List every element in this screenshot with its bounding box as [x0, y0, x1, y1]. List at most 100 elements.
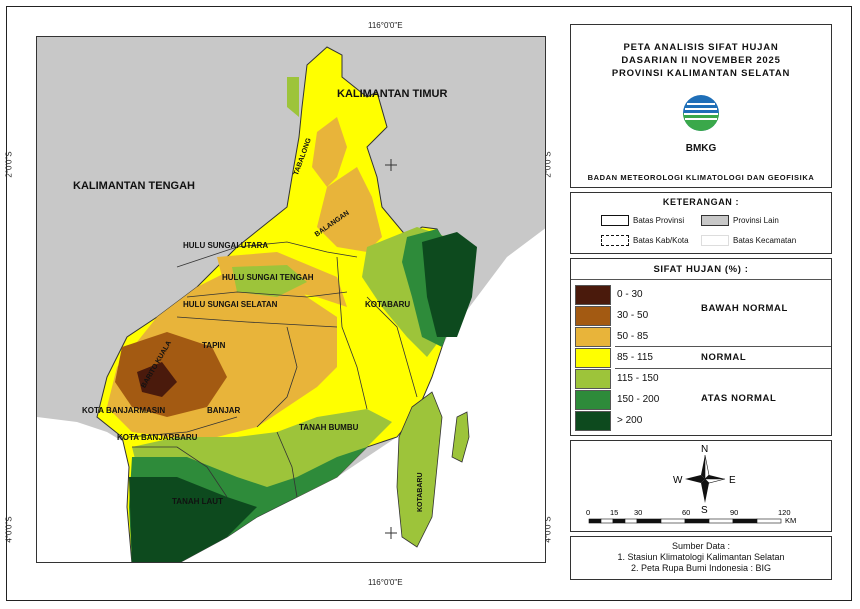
- class-swatch-3: [575, 348, 611, 368]
- scale-segment: [708, 518, 734, 524]
- batas-kec-label: Batas Kecamatan: [733, 236, 797, 245]
- zone-tabalong-orange: [312, 117, 347, 187]
- source-line1: 1. Stasiun Klimatologi Kalimantan Selata…: [617, 552, 785, 562]
- title-panel: PETA ANALISIS SIFAT HUJAN DASARIAN II NO…: [570, 24, 832, 188]
- map-svg: KALIMANTAN TIMUR KALIMANTAN TENGAH TABAL…: [37, 46, 545, 562]
- scale-tick-label: 30: [634, 508, 642, 517]
- zone-barito-darkbrown: [137, 362, 177, 397]
- category-normal: NORMAL: [701, 352, 747, 363]
- scale-segment: [588, 518, 602, 524]
- batas-kab-label: Batas Kab/Kota: [633, 236, 689, 245]
- agency-name: BADAN METEOROLOGI KLIMATOLOGI DAN GEOFIS…: [587, 173, 815, 182]
- compass-w: W: [673, 475, 683, 486]
- source-heading: Sumber Data :: [671, 541, 731, 551]
- scale-segment: [636, 518, 662, 524]
- label-hulu-sungai-tengah: HULU SUNGAI TENGAH: [222, 273, 314, 282]
- class-swatch-1: [575, 306, 611, 326]
- class-label-6: > 200: [617, 415, 643, 426]
- label-tapin: TAPIN: [202, 341, 226, 350]
- north-arrow-icon: [685, 454, 726, 503]
- map-frame: [6, 6, 852, 601]
- bottom-longitude-label: 116°0'0"E: [368, 578, 403, 587]
- class-swatch-0: [575, 285, 611, 305]
- label-kotabaru-island: KOTABARU: [417, 472, 424, 512]
- left-lat-top-label: 2°0'0"S: [4, 151, 14, 178]
- class-label-0: 0 - 30: [617, 289, 643, 300]
- legend-batas-kab: Batas Kab/Kota: [601, 235, 689, 246]
- keterangan-heading: KETERANGAN :: [662, 197, 740, 207]
- label-kotabaru-mainland: KOTABARU: [365, 300, 410, 309]
- bmkg-logo-icon: [683, 95, 719, 131]
- map-title-line1: PETA ANALISIS SIFAT HUJAN: [623, 42, 779, 53]
- scale-tick-label: 60: [682, 508, 690, 517]
- scale-segment: [624, 518, 638, 524]
- legend-provinsi-lain: Provinsi Lain: [701, 215, 779, 226]
- label-kalimantan-timur: KALIMANTAN TIMUR: [337, 88, 447, 100]
- sifat-divider-1: [615, 346, 831, 347]
- scale-tick-label: 120: [778, 508, 791, 517]
- class-label-4: 115 - 150: [617, 373, 659, 384]
- label-hulu-sungai-utara: HULU SUNGAI UTARA: [183, 241, 268, 250]
- sifat-hujan-panel: SIFAT HUJAN (%) : 0 - 30 30 - 50 50 - 85 85…: [570, 258, 832, 436]
- zone-south-light: [132, 409, 392, 507]
- compass-n: N: [701, 444, 708, 455]
- label-tanah-bumbu: TANAH BUMBU: [299, 423, 359, 432]
- sea-east: [160, 228, 545, 562]
- district-boundaries: [128, 241, 418, 498]
- sifat-divider-2: [615, 368, 831, 369]
- scale-segment: [732, 518, 758, 524]
- class-label-2: 50 - 85: [617, 331, 649, 342]
- keterangan-panel: KETERANGAN : Batas Provinsi Provinsi Lai…: [570, 192, 832, 254]
- label-banjar: BANJAR: [207, 406, 241, 415]
- batas-provinsi-label: Batas Provinsi: [633, 216, 685, 225]
- crosshair-1: [385, 159, 397, 171]
- map-title-line3: PROVINSI KALIMANTAN SELATAN: [611, 68, 791, 79]
- legend-batas-provinsi: Batas Provinsi: [601, 215, 684, 226]
- compass-scale-panel: N S W E 0 15 30 60 90 120 KM: [570, 440, 832, 532]
- scale-segment: [600, 518, 614, 524]
- source-line2: 2. Peta Rupa Bumi Indonesia : BIG: [630, 563, 772, 573]
- pulau-sebuku-island: [451, 411, 470, 463]
- class-swatch-4: [575, 369, 611, 389]
- class-swatch-5: [575, 390, 611, 410]
- bmkg-logo-text: BMKG: [685, 143, 717, 154]
- provinsi-lain-swatch: [701, 215, 729, 226]
- label-kalimantan-tengah: KALIMANTAN TENGAH: [73, 180, 195, 192]
- scale-segment: [612, 518, 626, 524]
- zone-kotabaru-dark: [422, 232, 477, 337]
- category-atas-normal: ATAS NORMAL: [701, 393, 777, 404]
- rainfall-map: KALIMANTAN TIMUR KALIMANTAN TENGAH TABAL…: [36, 36, 546, 563]
- source-panel: Sumber Data : 1. Stasiun Klimatologi Kal…: [570, 536, 832, 580]
- sifat-hujan-heading: SIFAT HUJAN (%) :: [653, 264, 749, 275]
- label-hulu-sungai-selatan: HULU SUNGAI SELATAN: [183, 300, 278, 309]
- scale-segment: [684, 518, 710, 524]
- scale-tick-label: 0: [586, 508, 590, 517]
- scale-tick-label: 15: [610, 508, 618, 517]
- left-lat-bottom-label: 4°0'0"S: [4, 516, 14, 543]
- batas-kec-swatch: [701, 235, 729, 246]
- zone-tanahlaut-dark: [129, 477, 257, 562]
- provinsi-lain-label: Provinsi Lain: [733, 216, 779, 225]
- legend-batas-kec: Batas Kecamatan: [701, 235, 796, 246]
- compass-s: S: [701, 505, 708, 516]
- category-bawah-normal: BAWAH NORMAL: [701, 303, 788, 314]
- class-swatch-2: [575, 327, 611, 347]
- scale-unit-label: KM: [785, 516, 796, 525]
- zone-hst-green: [232, 265, 307, 297]
- class-swatch-6: [575, 411, 611, 431]
- pulau-laut-island: [396, 391, 443, 548]
- class-label-3: 85 - 115: [617, 352, 653, 363]
- scale-tick-label: 90: [730, 508, 738, 517]
- scale-segment: [660, 518, 686, 524]
- zone-north-green: [287, 77, 299, 117]
- batas-provinsi-swatch: [601, 215, 629, 226]
- label-kota-banjarbaru: KOTA BANJARBARU: [117, 433, 198, 442]
- scale-segment: [756, 518, 782, 524]
- compass-e: E: [729, 475, 736, 486]
- crosshair-2: [385, 527, 397, 539]
- zone-balangan-orange: [317, 167, 382, 252]
- class-label-1: 30 - 50: [617, 310, 649, 321]
- batas-kab-swatch: [601, 235, 629, 246]
